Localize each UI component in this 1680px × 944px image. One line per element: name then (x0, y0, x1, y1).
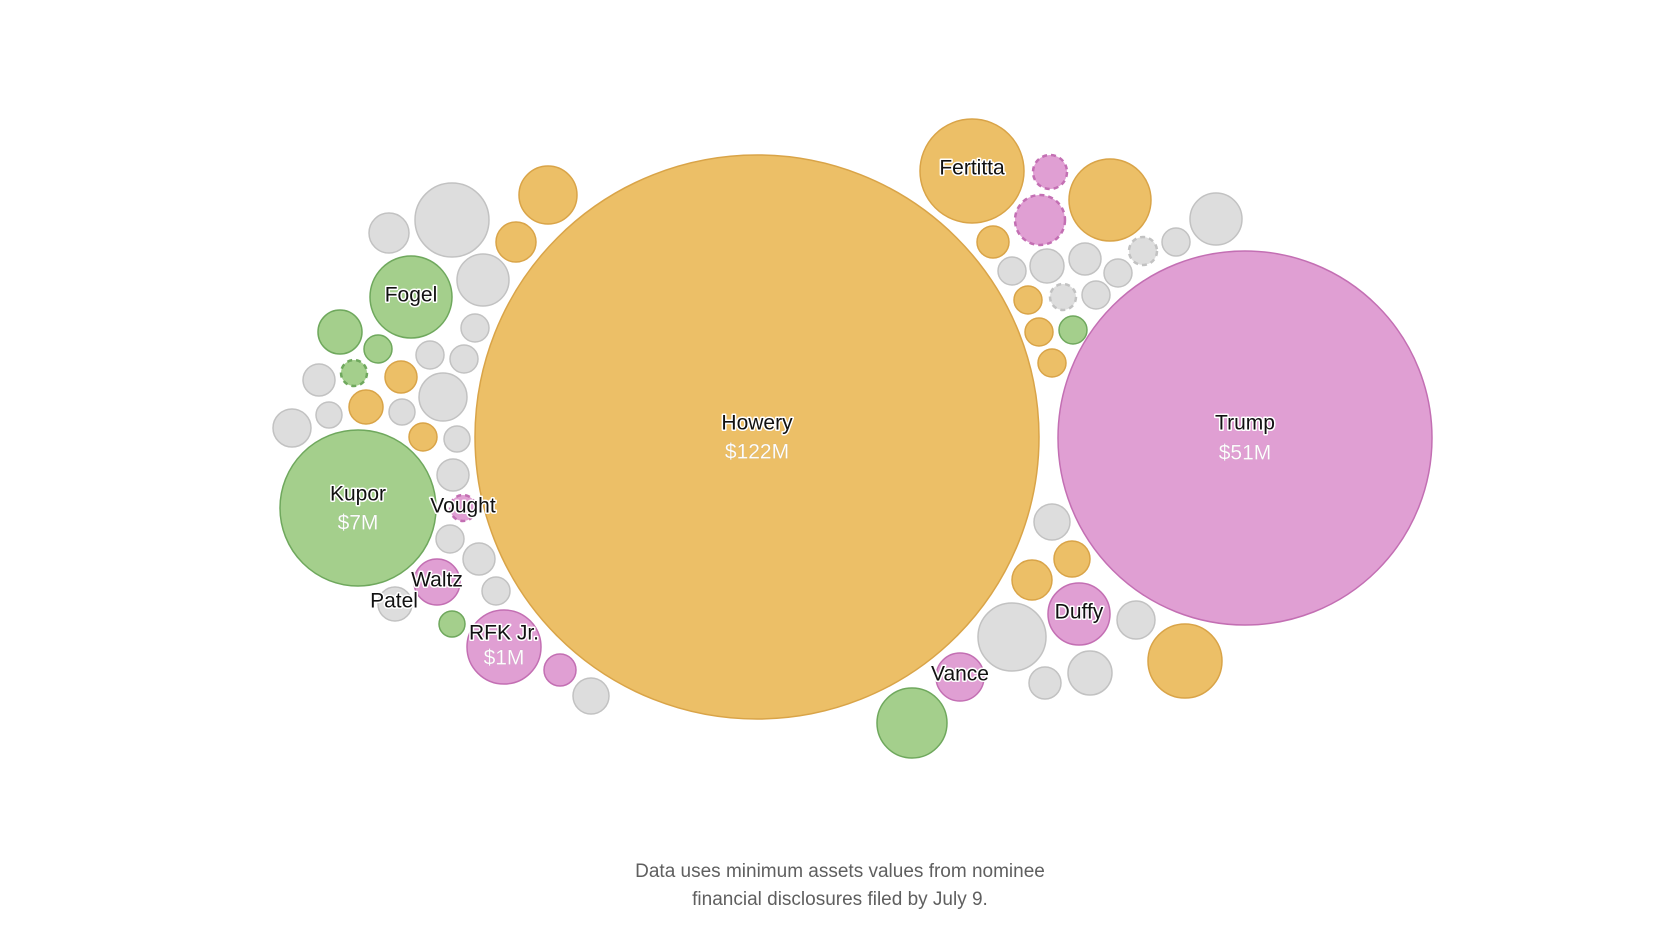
bubble-label-waltz: Waltz (411, 569, 463, 592)
bubble-fertitta (919, 118, 1025, 224)
bubble-unlabeled-14 (418, 372, 468, 422)
footnote-line-2: financial disclosures filed by July 9. (692, 889, 988, 910)
bubble-unlabeled-29 (1031, 153, 1069, 191)
bubble-vought (448, 493, 478, 523)
bubble-unlabeled-32 (976, 225, 1010, 259)
bubble-unlabeled-50 (1116, 600, 1156, 640)
bubble-unlabeled-17 (388, 398, 416, 426)
bubble-label-howery: Howery (721, 412, 793, 435)
bubble-label-fogel: Fogel (385, 284, 438, 307)
bubble-unlabeled-15 (315, 401, 343, 429)
bubble-unlabeled-33 (997, 256, 1027, 286)
bubble-unlabeled-44 (1058, 315, 1088, 345)
bubble-unlabeled-10 (449, 344, 479, 374)
bubble-value-rfk-jr: $1M (484, 647, 525, 670)
bubble-unlabeled-4 (495, 221, 537, 263)
bubble-unlabeled-28 (876, 687, 948, 759)
bubble-unlabeled-19 (408, 422, 438, 452)
bubble-unlabeled-11 (302, 363, 336, 397)
bubble-duffy (1047, 582, 1111, 646)
bubble-unlabeled-47 (1053, 540, 1091, 578)
bubble-unlabeled-46 (1033, 503, 1071, 541)
bubble-label-kupor: Kupor (330, 483, 386, 506)
bubble-label-vought: Vought (430, 495, 496, 518)
bubble-unlabeled-51 (1147, 623, 1223, 699)
bubble-fogel (369, 255, 453, 339)
bubble-unlabeled-40 (1048, 282, 1078, 312)
bubble-value-howery: $122M (725, 441, 789, 464)
bubble-unlabeled-49 (977, 602, 1047, 672)
bubble-unlabeled-8 (460, 313, 490, 343)
bubble-unlabeled-5 (518, 165, 578, 225)
bubble-unlabeled-27 (572, 677, 610, 715)
bubble-unlabeled-6 (317, 309, 363, 355)
bubble-howery (474, 154, 1040, 720)
bubble-unlabeled-20 (443, 425, 471, 453)
bubble-unlabeled-3 (456, 253, 510, 307)
bubble-unlabeled-31 (1068, 158, 1152, 242)
bubble-unlabeled-53 (1028, 666, 1062, 700)
bubble-value-kupor: $7M (338, 512, 379, 535)
bubble-unlabeled-36 (1127, 235, 1159, 267)
bubble-unlabeled-38 (1189, 192, 1243, 246)
bubble-unlabeled-42 (1103, 258, 1133, 288)
label-layer: Howery $122M Trump $51M Kupor $7M Fertitta Foge… (328, 155, 1276, 687)
bubble-unlabeled-7 (363, 334, 393, 364)
bubble-unlabeled-43 (1024, 317, 1054, 347)
bubble-unlabeled-41 (1081, 280, 1111, 310)
bubble-unlabeled-25 (438, 610, 466, 638)
bubble-rfk-jr (466, 609, 542, 685)
bubble-unlabeled-1 (414, 182, 490, 258)
bubble-unlabeled-2 (368, 212, 410, 254)
bubble-label-fertitta: Fertitta (939, 157, 1005, 180)
footnote-line-1: Data uses minimum assets values from nom… (635, 861, 1045, 882)
bubble-waltz (413, 558, 461, 606)
bubble-label-vance: Vance (931, 663, 989, 686)
bubble-unlabeled-16 (348, 389, 384, 425)
bubble-layer (272, 118, 1433, 759)
bubble-trump (1057, 250, 1433, 626)
bubble-unlabeled-23 (462, 542, 496, 576)
bubble-unlabeled-45 (1037, 348, 1067, 378)
bubble-kupor (279, 429, 437, 587)
bubble-unlabeled-48 (1011, 559, 1053, 601)
bubble-label-rfk-jr: RFK Jr. (469, 622, 539, 645)
bubble-unlabeled-35 (1068, 242, 1102, 276)
bubble-unlabeled-37 (1161, 227, 1191, 257)
bubble-unlabeled-34 (1029, 248, 1065, 284)
bubble-vance (935, 652, 985, 702)
bubble-label-trump: Trump (1215, 412, 1275, 435)
bubble-unlabeled-12 (339, 358, 369, 388)
bubble-unlabeled-9 (415, 340, 445, 370)
bubble-unlabeled-30 (1013, 193, 1067, 247)
bubble-unlabeled-26 (543, 653, 577, 687)
bubble-unlabeled-24 (481, 576, 511, 606)
bubble-unlabeled-13 (384, 360, 418, 394)
bubble-unlabeled-52 (1067, 650, 1113, 696)
bubble-unlabeled-22 (435, 524, 465, 554)
bubble-unlabeled-18 (272, 408, 312, 448)
bubble-value-trump: $51M (1219, 442, 1272, 465)
bubble-label-duffy: Duffy (1055, 601, 1104, 624)
bubble-unlabeled-39 (1013, 285, 1043, 315)
bubble-patel (377, 586, 413, 622)
bubble-unlabeled-21 (436, 458, 470, 492)
bubble-label-patel: Patel (370, 590, 418, 613)
